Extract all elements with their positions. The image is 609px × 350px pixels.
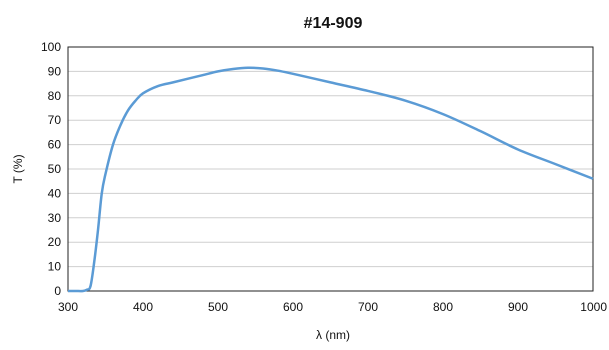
y-tick-label-70: 70 bbox=[48, 113, 62, 127]
y-tick-label-90: 90 bbox=[48, 64, 62, 78]
y-tick-label-50: 50 bbox=[48, 162, 62, 176]
x-tick-label-1000: 1000 bbox=[580, 300, 607, 314]
y-tick-label-80: 80 bbox=[48, 89, 62, 103]
y-tick-label-10: 10 bbox=[48, 260, 62, 274]
x-tick-label-800: 800 bbox=[433, 300, 453, 314]
x-tick-label-600: 600 bbox=[283, 300, 303, 314]
y-axis-ticks: 0 10 20 30 40 50 60 70 80 90 100 bbox=[41, 40, 61, 298]
x-axis-label: λ (nm) bbox=[316, 328, 350, 342]
chart-title: #14-909 bbox=[304, 15, 363, 32]
x-tick-label-700: 700 bbox=[358, 300, 378, 314]
x-tick-label-500: 500 bbox=[208, 300, 228, 314]
y-tick-label-20: 20 bbox=[48, 235, 62, 249]
y-tick-label-30: 30 bbox=[48, 211, 62, 225]
y-tick-label-40: 40 bbox=[48, 186, 62, 200]
x-tick-label-900: 900 bbox=[508, 300, 528, 314]
y-tick-label-60: 60 bbox=[48, 138, 62, 152]
x-tick-label-400: 400 bbox=[133, 300, 153, 314]
plot-frame bbox=[67, 46, 594, 292]
x-tick-label-300: 300 bbox=[58, 300, 78, 314]
series-line-0 bbox=[67, 66, 594, 293]
x-axis-ticks: 300 400 500 600 700 800 900 1000 bbox=[58, 300, 607, 314]
gridlines bbox=[68, 70, 593, 268]
y-tick-label-100: 100 bbox=[41, 40, 61, 54]
y-axis-label: T (%) bbox=[11, 154, 25, 183]
series-layer bbox=[67, 66, 594, 293]
y-tick-label-0: 0 bbox=[54, 284, 61, 298]
